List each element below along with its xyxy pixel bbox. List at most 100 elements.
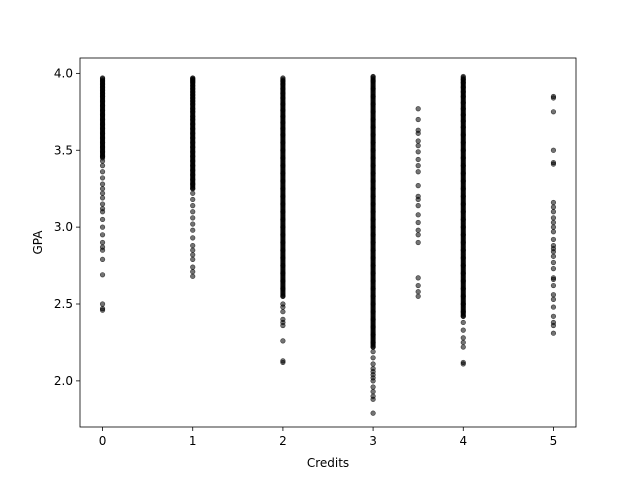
x-tick-label: 5 bbox=[550, 434, 558, 448]
data-point bbox=[99, 93, 106, 100]
data-point bbox=[370, 270, 376, 276]
data-point bbox=[190, 186, 196, 192]
data-point bbox=[280, 119, 286, 126]
data-point bbox=[415, 106, 421, 112]
data-point bbox=[550, 109, 557, 115]
data-point bbox=[190, 109, 196, 115]
data-point bbox=[99, 181, 106, 187]
data-point bbox=[370, 147, 376, 153]
data-point bbox=[99, 169, 106, 175]
data-point bbox=[415, 143, 421, 149]
data-point bbox=[370, 396, 376, 402]
data-point bbox=[99, 163, 106, 169]
plot-frame bbox=[79, 57, 577, 428]
data-point bbox=[550, 292, 557, 298]
data-point bbox=[370, 339, 376, 346]
data-point bbox=[550, 304, 557, 310]
data-point bbox=[460, 112, 466, 118]
data-point bbox=[280, 81, 286, 87]
data-point bbox=[460, 232, 466, 238]
data-point bbox=[460, 270, 466, 276]
data-point bbox=[280, 286, 286, 292]
data-point bbox=[370, 155, 376, 161]
data-point bbox=[370, 332, 376, 338]
data-point bbox=[280, 90, 286, 96]
data-point bbox=[190, 264, 196, 270]
x-tick-label: 0 bbox=[99, 434, 107, 448]
data-point bbox=[190, 135, 196, 141]
data-point bbox=[415, 293, 421, 299]
data-point bbox=[280, 322, 286, 329]
data-point bbox=[370, 309, 376, 315]
data-point bbox=[280, 232, 286, 238]
data-point bbox=[460, 99, 466, 106]
data-point bbox=[460, 163, 466, 169]
data-point bbox=[415, 169, 421, 175]
data-point bbox=[460, 193, 466, 199]
data-point bbox=[550, 161, 557, 167]
data-point bbox=[190, 167, 196, 173]
data-point bbox=[99, 135, 106, 141]
data-point bbox=[550, 266, 557, 272]
data-point bbox=[280, 338, 286, 344]
data-point bbox=[370, 410, 376, 416]
points-layer bbox=[99, 73, 557, 416]
data-point bbox=[550, 95, 557, 101]
data-point bbox=[370, 344, 376, 350]
data-point bbox=[99, 149, 106, 155]
data-point bbox=[460, 124, 466, 130]
data-point bbox=[280, 201, 286, 207]
data-point bbox=[460, 361, 466, 367]
data-point bbox=[460, 84, 466, 90]
data-point bbox=[460, 278, 466, 284]
data-point bbox=[190, 158, 196, 164]
data-point bbox=[550, 224, 557, 230]
data-point bbox=[280, 255, 286, 261]
data-point bbox=[415, 130, 421, 136]
data-point bbox=[415, 239, 421, 246]
data-point bbox=[370, 86, 376, 92]
data-point bbox=[370, 355, 376, 361]
data-point bbox=[190, 209, 196, 215]
data-point bbox=[550, 282, 557, 289]
data-point bbox=[280, 95, 286, 101]
data-point bbox=[190, 130, 196, 136]
data-point bbox=[415, 138, 421, 144]
data-point bbox=[460, 106, 466, 112]
data-point bbox=[460, 339, 466, 346]
data-point bbox=[550, 236, 557, 243]
x-tick-label: 2 bbox=[279, 434, 287, 448]
data-point bbox=[99, 232, 106, 238]
data-point bbox=[280, 270, 286, 276]
data-point bbox=[280, 170, 286, 176]
data-point bbox=[280, 359, 286, 366]
data-point bbox=[190, 235, 196, 241]
data-point bbox=[99, 186, 106, 192]
y-tick-label: 2.5 bbox=[54, 297, 73, 311]
data-point bbox=[460, 118, 466, 124]
data-point bbox=[99, 216, 106, 223]
data-point bbox=[460, 309, 466, 315]
data-point bbox=[190, 176, 196, 183]
data-point bbox=[370, 78, 376, 84]
data-point bbox=[190, 252, 196, 258]
data-point bbox=[190, 163, 196, 169]
data-point bbox=[550, 313, 557, 319]
data-point bbox=[370, 109, 376, 115]
data-point bbox=[370, 193, 376, 199]
data-point bbox=[370, 178, 376, 184]
data-point bbox=[280, 139, 286, 146]
data-point bbox=[370, 124, 376, 130]
data-point bbox=[460, 293, 466, 299]
data-point bbox=[280, 101, 286, 107]
data-point bbox=[415, 227, 421, 233]
data-point bbox=[280, 209, 286, 215]
data-point bbox=[460, 247, 466, 253]
data-point bbox=[370, 224, 376, 230]
data-point bbox=[370, 262, 376, 269]
data-point bbox=[550, 204, 557, 210]
data-point bbox=[550, 215, 557, 221]
data-point bbox=[370, 132, 376, 138]
data-point bbox=[550, 209, 557, 215]
